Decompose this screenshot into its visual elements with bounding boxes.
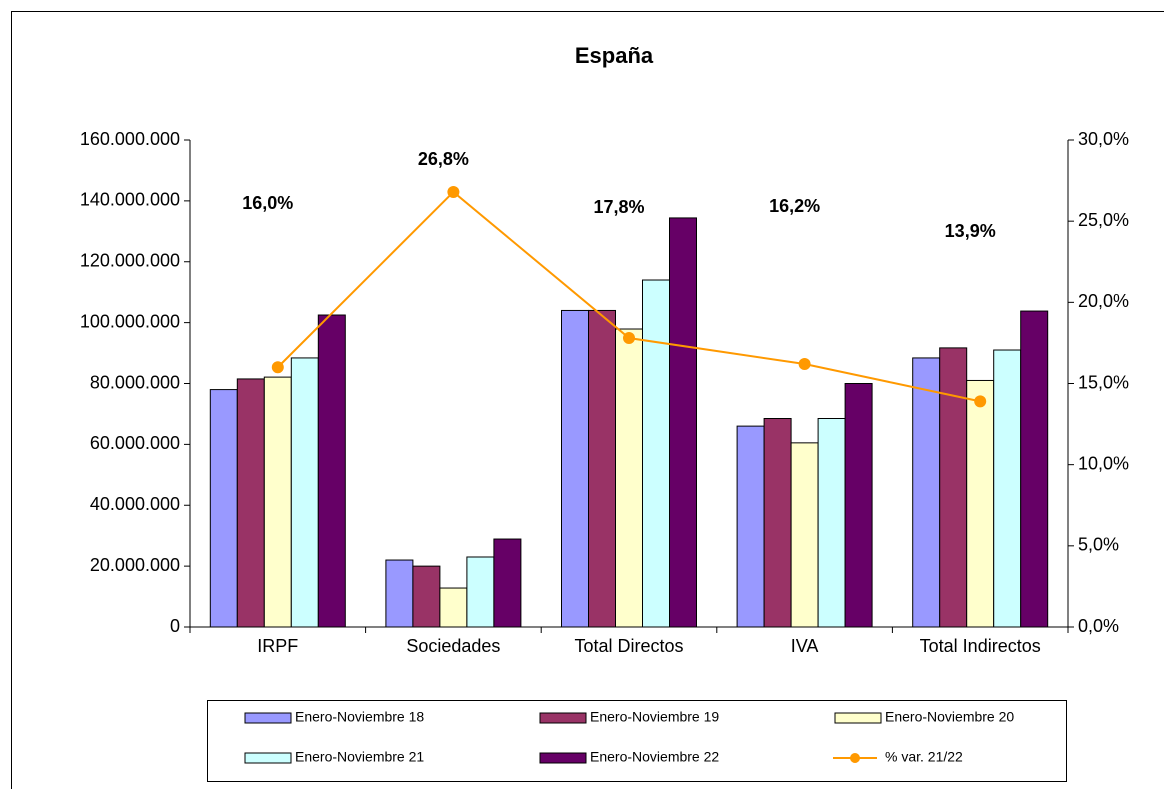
bar <box>385 559 414 628</box>
y-tick-label: 140.000.000 <box>80 190 180 210</box>
bar <box>669 217 697 628</box>
legend-label: Enero-Noviembre 20 <box>885 709 1014 725</box>
bar <box>466 556 495 628</box>
x-tick-label: IVA <box>791 636 819 656</box>
bar <box>236 378 265 628</box>
line-marker <box>974 395 987 408</box>
bar <box>1020 310 1049 628</box>
y-tick-label: 160.000.000 <box>80 129 180 149</box>
y-tick-label: 80.000.000 <box>90 372 180 392</box>
bar <box>844 383 873 628</box>
line-marker <box>623 332 635 345</box>
y2-tick-label: 5,0% <box>1078 535 1119 555</box>
legend-label: Enero-Noviembre 22 <box>590 749 719 765</box>
bar <box>642 279 670 628</box>
bar <box>439 587 468 628</box>
chart-title: España <box>575 43 654 68</box>
legend-box <box>207 700 1067 782</box>
y2-tick-label: 20,0% <box>1078 291 1129 311</box>
bar <box>763 418 792 628</box>
y2-tick-label: 15,0% <box>1078 372 1129 392</box>
y-tick-label: 120.000.000 <box>80 251 180 271</box>
line-marker <box>798 358 811 371</box>
bar <box>209 389 238 628</box>
data-label: 13,9% <box>945 221 996 241</box>
legend-swatch <box>850 753 860 763</box>
x-tick-label: Sociedades <box>406 636 500 656</box>
data-label: 16,0% <box>242 193 293 213</box>
bar <box>588 309 616 628</box>
data-label: 16,2% <box>769 196 820 216</box>
bar <box>993 349 1022 628</box>
y2-tick-label: 25,0% <box>1078 210 1129 230</box>
bar <box>290 357 319 628</box>
bar <box>263 376 292 628</box>
y2-tick-label: 10,0% <box>1078 453 1129 473</box>
y2-tick-label: 0,0% <box>1078 616 1119 636</box>
bar <box>317 314 346 628</box>
legend-label: Enero-Noviembre 21 <box>295 749 424 765</box>
legend-label: % var. 21/22 <box>885 749 963 765</box>
x-tick-label: Total Directos <box>574 636 683 656</box>
data-label: 17,8% <box>593 197 644 217</box>
bar <box>912 357 941 628</box>
bar <box>966 379 995 628</box>
y-tick-label: 60.000.000 <box>90 433 180 453</box>
bar <box>736 425 765 628</box>
legend-label: Enero-Noviembre 19 <box>590 709 719 725</box>
line-marker <box>447 185 460 198</box>
line-marker <box>271 361 284 374</box>
legend-swatch <box>244 752 292 764</box>
bar <box>493 538 522 628</box>
bar <box>790 442 819 628</box>
legend-swatch <box>539 712 587 724</box>
bar <box>939 347 968 628</box>
data-label: 26,8% <box>418 149 469 169</box>
y-tick-label: 0 <box>170 616 180 636</box>
legend-swatch <box>244 712 292 724</box>
legend-swatch <box>834 712 882 724</box>
x-tick-label: Total Indirectos <box>920 636 1041 656</box>
bar <box>615 328 643 628</box>
bar <box>561 309 589 628</box>
legend-swatch <box>539 752 587 764</box>
bar <box>412 565 441 628</box>
y-tick-label: 100.000.000 <box>80 311 180 331</box>
y-tick-label: 40.000.000 <box>90 494 180 514</box>
x-tick-label: IRPF <box>257 636 298 656</box>
y2-tick-label: 30,0% <box>1078 129 1129 149</box>
y-tick-label: 20.000.000 <box>90 555 180 575</box>
bar <box>817 418 846 628</box>
legend-label: Enero-Noviembre 18 <box>295 709 424 725</box>
